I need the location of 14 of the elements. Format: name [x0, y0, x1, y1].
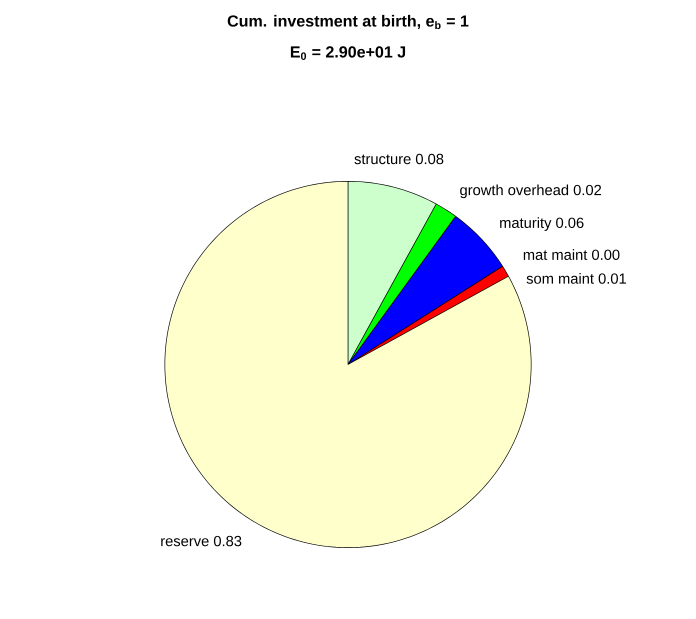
data-label: 0.01 [598, 273, 626, 284]
chart-subtitle: E$_{0}$ = 2.90e+01 J [290, 46, 406, 60]
data-label: 0.06 [556, 218, 584, 228]
data-label: 0.02 [574, 184, 602, 196]
slice-label: som maint [526, 272, 594, 284]
data-label: 0.83 [214, 536, 242, 546]
chart-title: Cum. investment at birth, e$_{b}$ = 1 [228, 14, 468, 30]
slice-label: maturity [500, 217, 552, 231]
slice-label: growth overhead [460, 184, 568, 198]
data-label: 0.08 [416, 154, 444, 164]
category-label: mat maint [524, 249, 588, 260]
slice-label: structure [354, 154, 411, 164]
slice-label: reserve [161, 538, 209, 546]
text: 0.00 [592, 250, 620, 260]
